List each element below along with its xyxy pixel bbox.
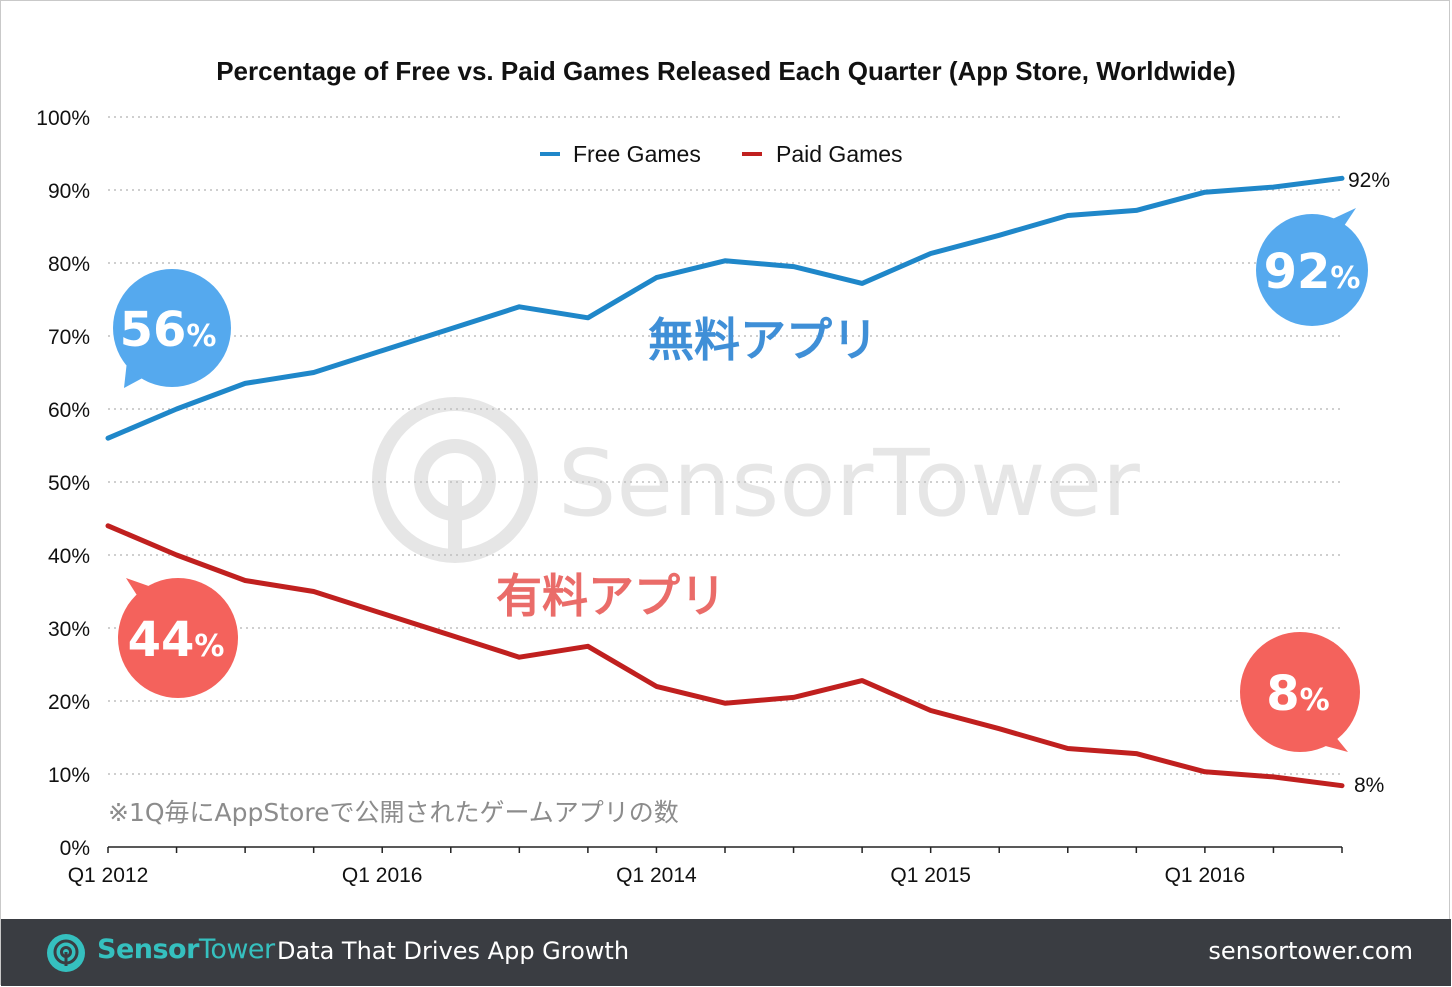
footnote: ※1Q毎にAppStoreで公開されたゲームアプリの数	[108, 798, 679, 827]
bubble-circle	[118, 578, 238, 698]
bubble-value: 44%	[128, 612, 225, 668]
footer-url[interactable]: sensortower.com	[1208, 937, 1413, 965]
bubble-free-end: 92%	[1256, 208, 1368, 326]
bubble-number: 56	[120, 302, 187, 358]
paid-end-label: 8%	[1354, 774, 1384, 797]
y-tick-label: 100%	[36, 107, 90, 130]
footer-bar: SensorTower Data That Drives App Growth …	[1, 919, 1451, 986]
y-tick-label: 0%	[60, 837, 90, 860]
bubble-circle	[1256, 214, 1368, 326]
bubble-value: 92%	[1264, 244, 1361, 300]
y-tick-label: 90%	[48, 180, 90, 203]
watermark-logo-stem-icon	[448, 480, 462, 558]
bubble-number: 8	[1266, 666, 1299, 722]
bubble-circle	[113, 269, 231, 387]
bubble-number: 92	[1264, 244, 1331, 300]
legend-free-label: Free Games	[573, 141, 701, 167]
x-tick-label: Q1 2016	[1165, 864, 1246, 887]
x-tick-label: Q1 2012	[68, 864, 149, 887]
paid-games-line	[105, 523, 1345, 789]
bubble-unit: %	[186, 319, 216, 354]
legend: Free Games Paid Games	[540, 141, 903, 167]
bubble-value: 8%	[1266, 666, 1329, 722]
bubble-number: 44	[128, 612, 195, 668]
line-chart: SensorTower Percentage of Free vs. Paid …	[36, 56, 1390, 887]
x-tick-label: Q1 2015	[890, 864, 971, 887]
bubble-value: 56%	[120, 302, 217, 358]
x-tick-label: Q1 2016	[342, 864, 423, 887]
y-tick-label: 30%	[48, 618, 90, 641]
footer-brand-light: Tower	[198, 934, 275, 965]
x-axis: Q1 2012 Q1 2016 Q1 2014 Q1 2015 Q1 2016	[68, 846, 1343, 887]
x-tick-label: Q1 2014	[616, 864, 697, 887]
bubble-paid-start: 44%	[118, 578, 238, 698]
watermark-text: SensorTower	[558, 430, 1140, 537]
bubble-free-start: 56%	[113, 269, 231, 388]
bubble-unit: %	[194, 629, 224, 664]
paid-apps-annotation: 有料アプリ	[496, 569, 726, 623]
bubble-unit: %	[1330, 261, 1360, 296]
y-axis-ticks: 0% 10% 20% 30% 40% 50% 60% 70% 80% 90% 100%	[36, 107, 90, 860]
bubble-circle	[1240, 632, 1360, 752]
bubble-paid-end: 8%	[1240, 632, 1360, 752]
y-tick-label: 60%	[48, 399, 90, 422]
sensortower-logo-icon	[47, 934, 85, 972]
legend-paid-label: Paid Games	[776, 141, 903, 167]
free-end-label: 92%	[1348, 169, 1390, 192]
watermark: SensorTower	[372, 397, 1140, 563]
y-tick-label: 10%	[48, 764, 90, 787]
bubble-tail	[126, 578, 160, 600]
footer-brand: SensorTower	[97, 934, 275, 965]
series-lines	[105, 175, 1345, 789]
footer-brand-bold: Sensor	[97, 934, 199, 965]
y-tick-label: 50%	[48, 472, 90, 495]
free-apps-annotation: 無料アプリ	[648, 313, 878, 367]
chart-title: Percentage of Free vs. Paid Games Releas…	[216, 56, 1236, 86]
y-tick-label: 70%	[48, 326, 90, 349]
footer-tagline: Data That Drives App Growth	[277, 937, 630, 965]
grid-lines	[108, 116, 1342, 775]
free-games-line	[105, 175, 1345, 441]
y-tick-label: 80%	[48, 253, 90, 276]
y-tick-label: 20%	[48, 691, 90, 714]
bubble-unit: %	[1300, 683, 1330, 718]
y-tick-label: 40%	[48, 545, 90, 568]
